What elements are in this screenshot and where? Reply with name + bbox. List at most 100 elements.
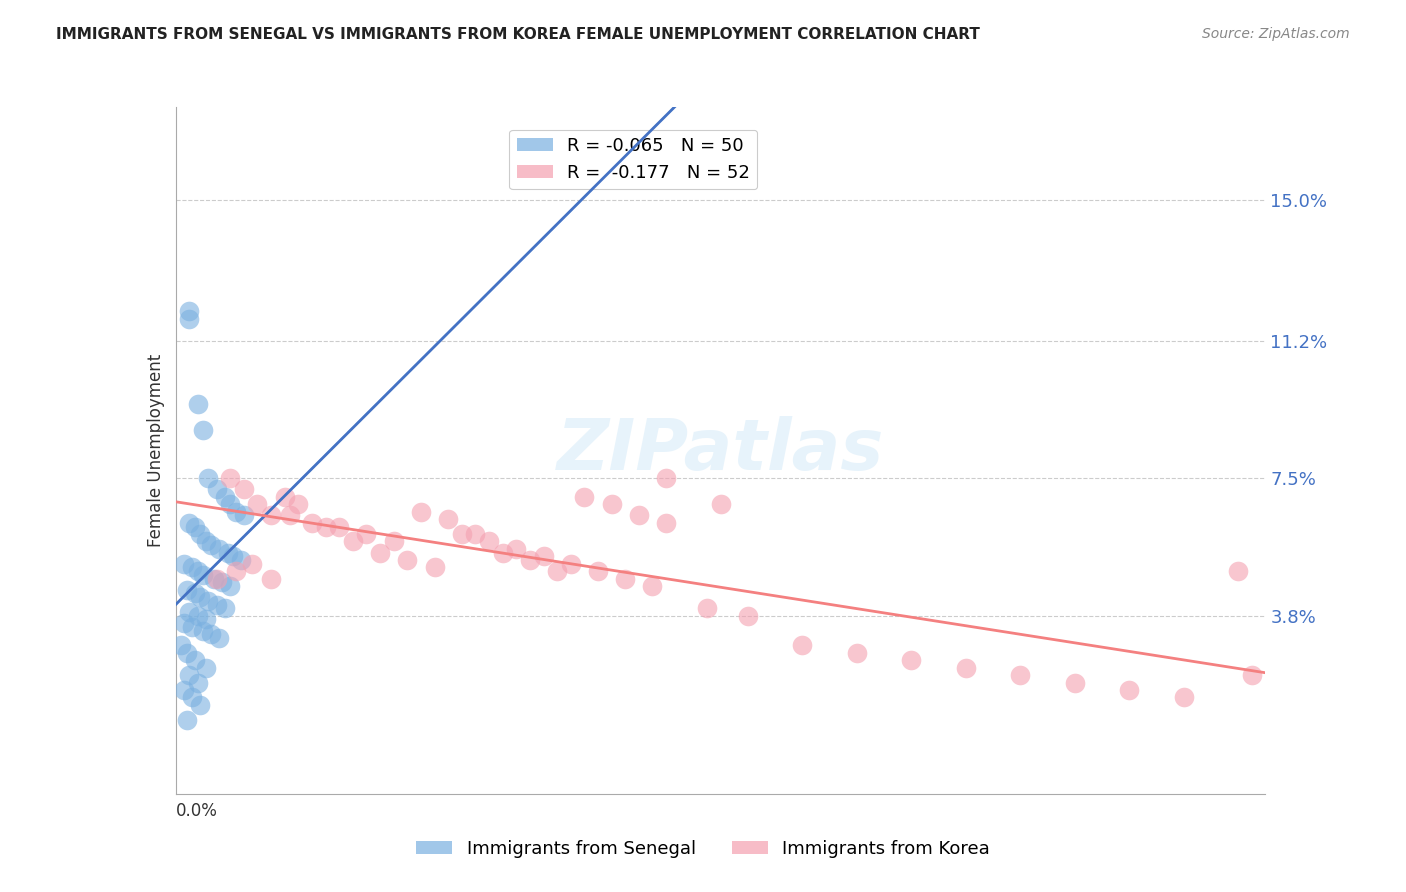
Point (214, 601, 236, 615)
Point (176, 713, 198, 727)
Point (301, 516, 323, 530)
Point (240, 557, 263, 571)
Point (179, 516, 201, 530)
Point (437, 512, 460, 526)
Point (396, 553, 419, 567)
Point (186, 397, 209, 411)
Point (533, 549, 555, 564)
Point (188, 527, 211, 541)
Point (173, 682, 195, 697)
Point (955, 660, 977, 674)
Point (710, 497, 733, 511)
Legend: Immigrants from Senegal, Immigrants from Korea: Immigrants from Senegal, Immigrants from… (409, 833, 997, 865)
Text: Source: ZipAtlas.com: Source: ZipAtlas.com (1202, 27, 1350, 41)
Point (191, 567, 214, 582)
Point (194, 612, 217, 626)
Point (191, 624, 214, 638)
Point (328, 519, 350, 533)
Point (845, 646, 868, 660)
Point (225, 564, 247, 578)
Point (260, 572, 283, 586)
Point (176, 646, 198, 660)
Y-axis label: Female Unemployment: Female Unemployment (146, 354, 165, 547)
Point (641, 579, 664, 593)
Point (586, 564, 609, 578)
Point (478, 534, 501, 549)
Point (208, 541, 231, 556)
Point (188, 698, 211, 712)
Point (219, 579, 242, 593)
Point (1240, 668, 1263, 682)
Point (1118, 682, 1140, 697)
Point (186, 608, 209, 623)
Point (191, 423, 214, 437)
Legend: R = -0.065   N = 50, R =  -0.177   N = 52: R = -0.065 N = 50, R = -0.177 N = 52 (509, 130, 758, 189)
Point (560, 557, 582, 571)
Point (176, 582, 198, 597)
Point (186, 564, 209, 578)
Point (173, 616, 195, 631)
Point (423, 560, 446, 574)
Point (1010, 668, 1032, 682)
Point (219, 497, 242, 511)
Point (179, 668, 201, 682)
Point (900, 653, 922, 667)
Point (287, 497, 309, 511)
Point (368, 545, 391, 559)
Point (246, 497, 269, 511)
Point (214, 490, 236, 504)
Point (574, 490, 596, 504)
Point (197, 594, 219, 608)
Point (260, 508, 283, 523)
Point (181, 690, 204, 705)
Point (205, 572, 228, 586)
Point (197, 471, 219, 485)
Point (184, 519, 207, 533)
Point (205, 483, 228, 497)
Point (1063, 675, 1085, 690)
Point (655, 471, 678, 485)
Point (274, 490, 297, 504)
Point (219, 471, 242, 485)
Point (696, 601, 718, 615)
Point (194, 534, 217, 549)
Point (505, 541, 527, 556)
Point (464, 527, 486, 541)
Point (232, 508, 254, 523)
Point (1227, 564, 1250, 578)
Point (181, 620, 204, 634)
Point (315, 519, 337, 533)
Point (655, 516, 678, 530)
Point (208, 631, 231, 645)
Point (181, 560, 204, 574)
Point (179, 304, 201, 318)
Text: IMMIGRANTS FROM SENEGAL VS IMMIGRANTS FROM KOREA FEMALE UNEMPLOYMENT CORRELATION: IMMIGRANTS FROM SENEGAL VS IMMIGRANTS FR… (56, 27, 980, 42)
Point (170, 639, 193, 653)
Point (614, 572, 637, 586)
Point (188, 590, 211, 604)
Point (186, 675, 209, 690)
Text: 0.0%: 0.0% (176, 802, 218, 820)
Point (627, 508, 650, 523)
Point (200, 538, 222, 552)
Text: ZIPatlas: ZIPatlas (557, 416, 884, 485)
Point (382, 534, 405, 549)
Point (792, 639, 814, 653)
Point (205, 598, 228, 612)
Point (232, 483, 254, 497)
Point (342, 534, 364, 549)
Point (173, 557, 195, 571)
Point (225, 505, 247, 519)
Point (194, 660, 217, 674)
Point (217, 545, 239, 559)
Point (600, 497, 623, 511)
Point (409, 505, 432, 519)
Point (278, 508, 301, 523)
Point (211, 575, 233, 590)
Point (492, 545, 515, 559)
Point (222, 549, 245, 564)
Point (200, 627, 222, 641)
Point (450, 527, 472, 541)
Point (179, 311, 201, 326)
Point (231, 553, 253, 567)
